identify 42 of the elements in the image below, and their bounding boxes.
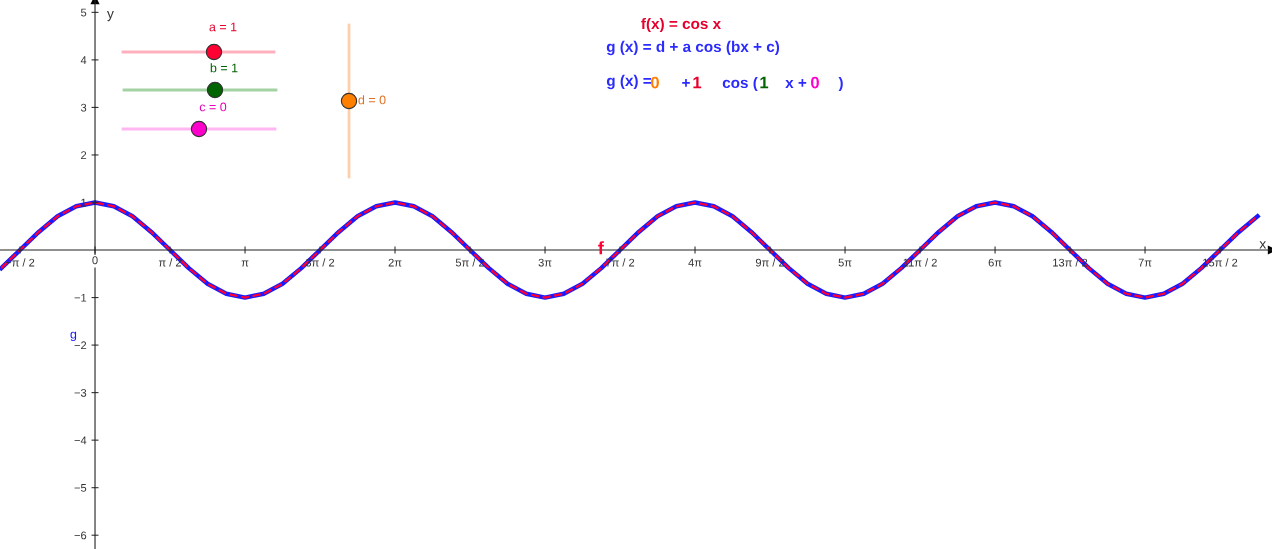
y-axis-title: y [106, 10, 114, 22]
y-tick-label: 5 [80, 8, 87, 17]
y-tick-label: 1 [81, 198, 87, 207]
annotation: 1 [760, 76, 769, 89]
y-tick-label: −5 [74, 484, 87, 492]
x-tick-label: 3π [538, 258, 552, 267]
text: g [70, 331, 77, 342]
annotation: d = 0 [358, 95, 386, 105]
x-tick-label: π [241, 260, 249, 267]
annotation: cos ( [722, 76, 758, 92]
y-tick-label: −4 [74, 436, 87, 445]
annotation: + [682, 78, 690, 87]
annotation: b = 1 [210, 63, 238, 73]
x-axis-title: x [1259, 241, 1267, 249]
x-tick-label: π / 2 [158, 258, 182, 267]
y-tick-label: −2 [74, 341, 87, 350]
annotation: 1 [693, 76, 702, 89]
x-tick-label: 0 [92, 256, 98, 265]
annotation: 0 [651, 76, 659, 89]
y-tick-label: −3 [74, 388, 87, 397]
annotation: g (x) = [606, 74, 652, 90]
y-tick-label: −6 [74, 531, 87, 540]
x-tick-label: 5π / 2 [455, 258, 485, 267]
y-tick-label: 4 [80, 56, 87, 64]
x-tick-label: 2π [388, 258, 402, 267]
x-tick-label: 5π [838, 258, 852, 267]
annotation: x + [785, 78, 807, 88]
x-tick-label: 6π [988, 258, 1002, 267]
annotation: g (x) = d + a cos (bx + c) [606, 40, 780, 56]
annotation: f(x) = cos x [641, 17, 722, 33]
y-tick-label: 3 [80, 103, 87, 112]
x-tick-label: 4π [688, 258, 702, 267]
series-label: f [598, 241, 604, 255]
y-tick-label: 2 [81, 151, 87, 159]
annotation: a = 1 [209, 22, 237, 32]
annotation: ) [838, 76, 843, 92]
annotation: c = 0 [199, 102, 227, 112]
y-tick-label: −1 [74, 293, 87, 302]
x-tick-label: 9π / 2 [755, 258, 785, 267]
annotation: 0 [811, 76, 819, 89]
x-tick-label: 13π / 2 [1053, 258, 1088, 267]
x-tick-label: 7π [1138, 258, 1152, 267]
